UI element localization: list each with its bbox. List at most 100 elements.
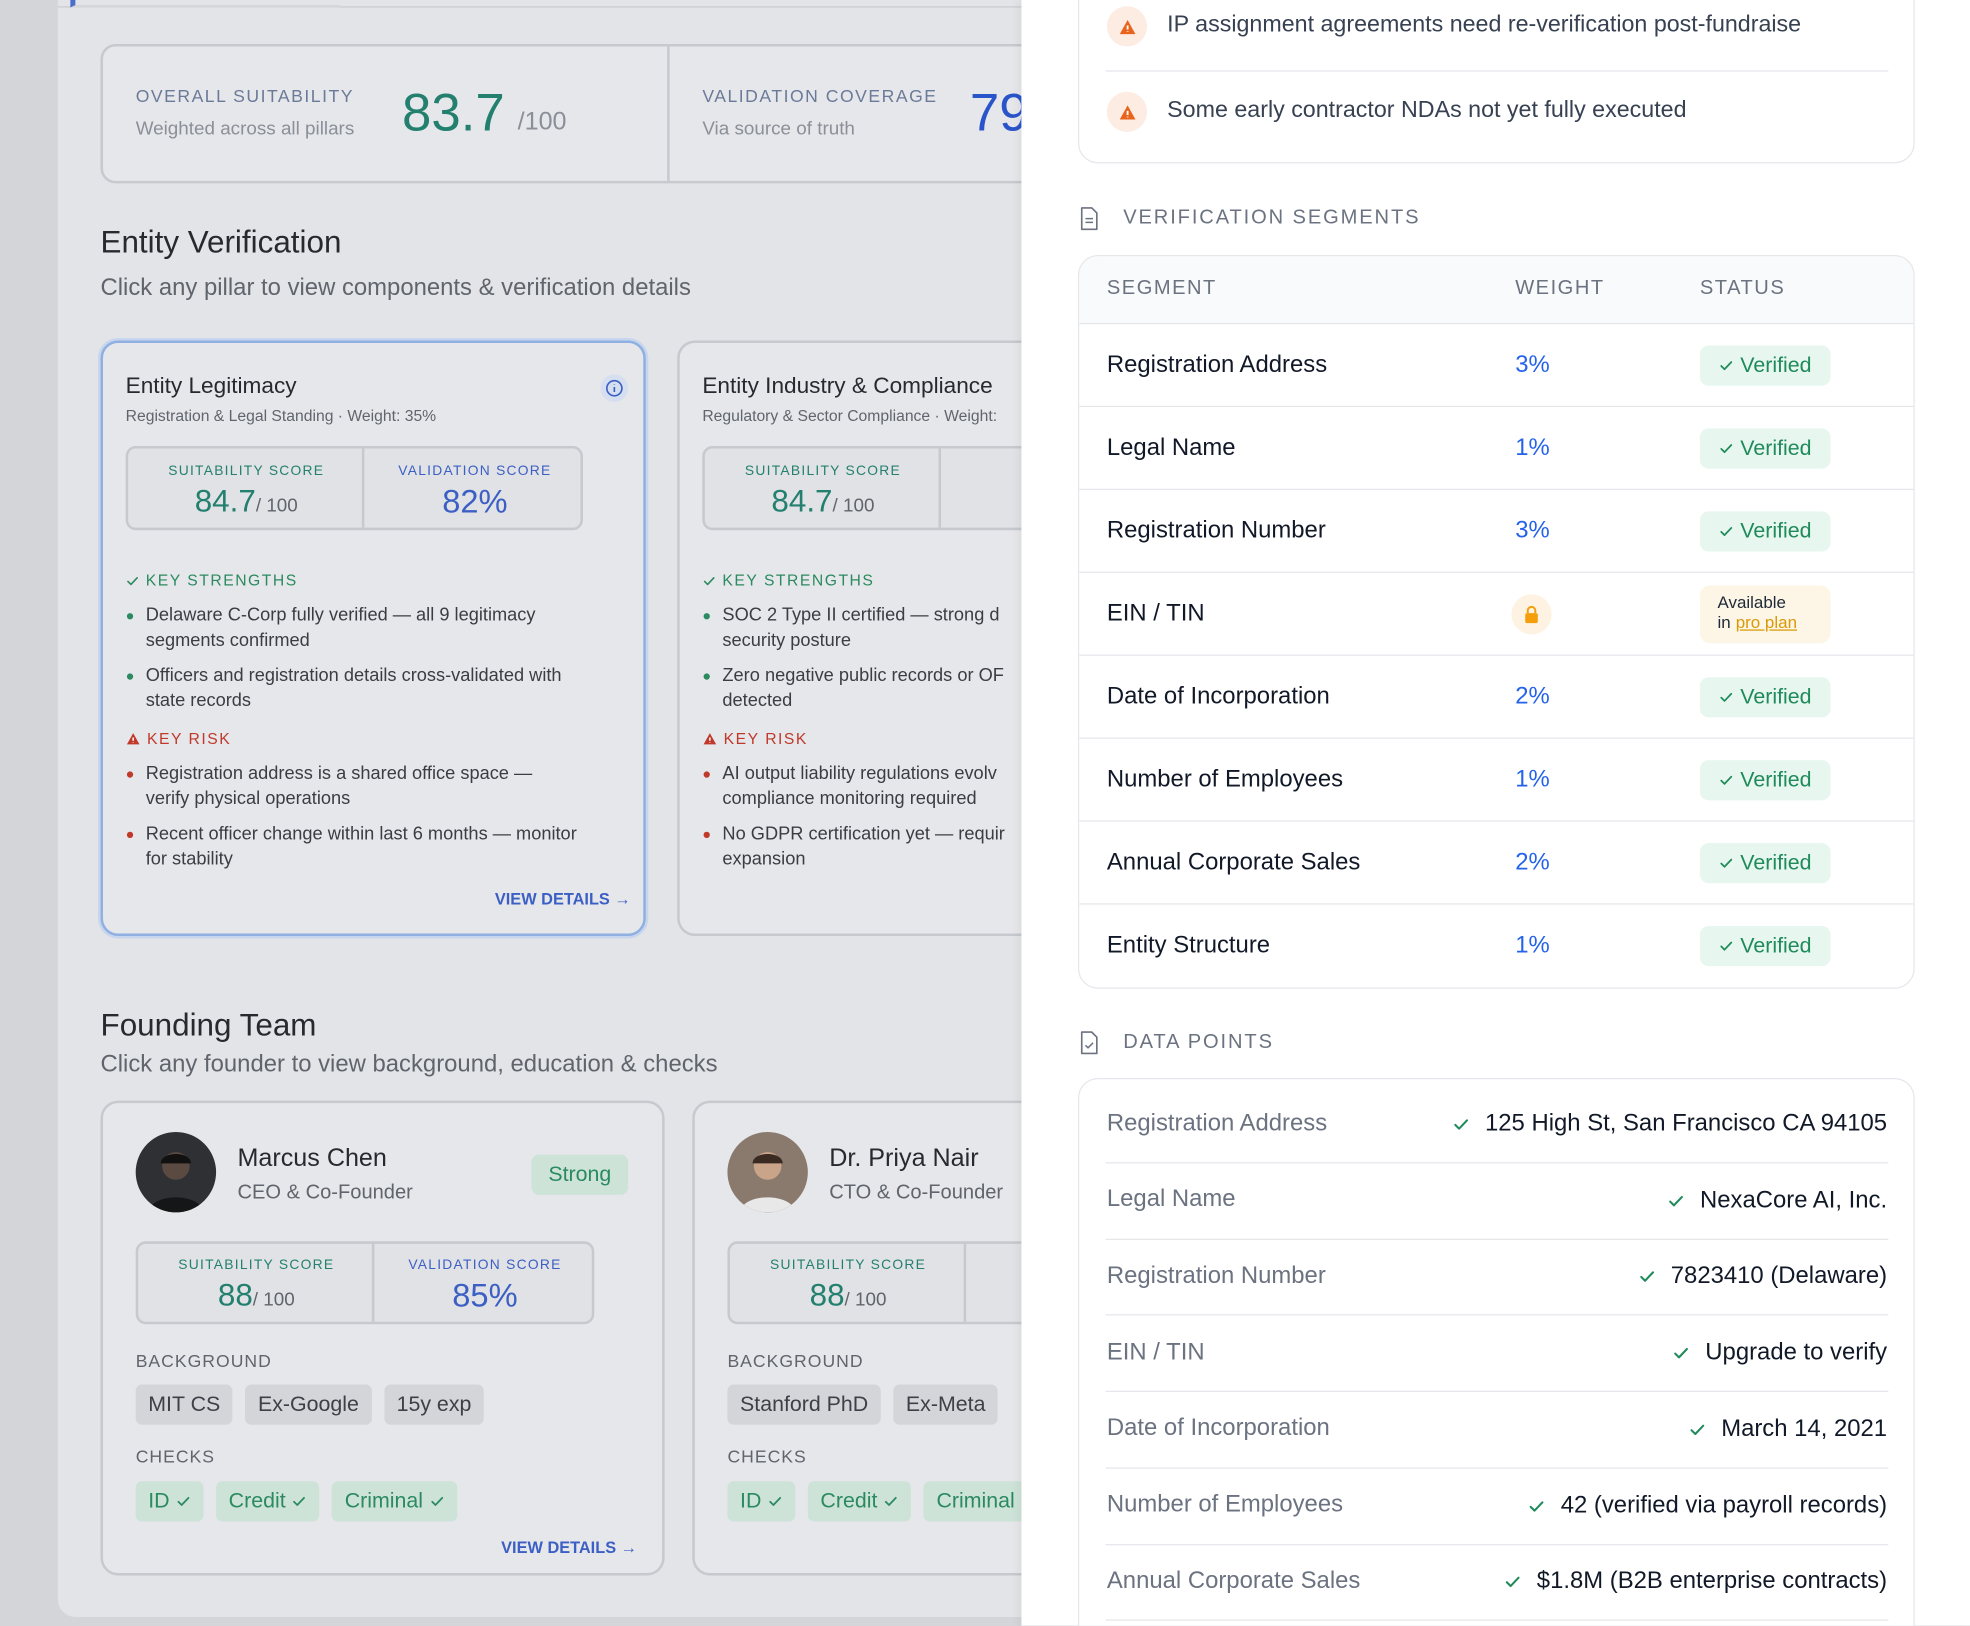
founder-role: CEO & Co-Founder [237,1181,413,1204]
warning-icon [1119,104,1135,119]
suitability-unit: / 100 [252,1288,295,1311]
check-chip: Criminal [332,1481,457,1522]
check-icon [1454,1119,1469,1130]
column-header: SEGMENT [1106,277,1217,299]
check-icon [1640,1271,1654,1283]
data-label: Annual Corporate Sales [1106,1567,1361,1595]
segment-weight: 1% [1515,434,1550,461]
pillar-card[interactable]: Entity Legitimacy Registration & Legal St… [100,340,646,937]
check-icon [1720,444,1733,454]
upgrade-link[interactable]: pro plan [1735,613,1798,632]
data-value: 42 (verified via payroll records) [1528,1489,1887,1522]
background-chip-text: Ex-Google [257,1392,359,1416]
bullet-text: AI output liability regulations evolv co… [722,763,997,810]
avatar-hair [752,1153,783,1164]
view-details-link[interactable]: VIEW DETAILS → [501,1537,637,1557]
row-separator [1079,488,1914,490]
status-badge: Verified [1699,760,1831,801]
upgrade-text: Available in [1717,593,1787,632]
background-chip-row: MIT CS Ex-Google 15y exp [135,1384,484,1425]
row-separator [1079,820,1914,822]
suitability-score: 84.7/ 100 [634,481,1011,527]
suitability-value: 88 [217,1277,253,1313]
strengths-heading: KEY STRENGTHS [702,569,874,592]
data-label: Date of Incorporation [1106,1415,1330,1442]
risk-heading: KEY RISK [126,727,232,750]
background-content: OVERALL SUITABILITY Weighted across all p… [100,43,1022,1576]
segment-weight: 3% [1515,517,1550,544]
suitability-label: SUITABILITY SCORE [770,1257,927,1273]
check-icon [769,1496,782,1506]
status-text: Verified [1740,850,1812,875]
background-label: BACKGROUND [727,1350,864,1371]
row-separator [1105,1390,1889,1393]
suitability-value: 88 [809,1277,845,1313]
validation-score: 85% [452,1276,518,1315]
section-title: Entity Verification [100,224,342,260]
check-path [703,576,715,585]
check-path [1720,527,1733,536]
status-text: Verified [1740,435,1812,460]
check-chip-text: Criminal [344,1488,424,1513]
check-chip: ID [727,1481,796,1522]
suitability-label: SUITABILITY SCORE [744,463,901,479]
check-icon [1720,361,1733,371]
segment-name: Entity Structure [1106,931,1271,959]
founder-avatar [727,1131,808,1213]
bullet-text: Recent officer change within last 6 mont… [145,824,577,870]
pillar-card[interactable]: Entity Industry & Compliance Regulatory &… [677,340,1022,937]
risk-icon [1106,6,1148,47]
pillar-subtitle: Registration & Legal Standing · Weight: … [125,406,437,425]
column-header: STATUS [1699,277,1786,299]
check-icon [127,576,138,585]
segment-name: Registration Address [1106,351,1328,378]
segment-weight: 1% [1515,765,1550,793]
data-value-text: Upgrade to verify [1705,1339,1888,1366]
lock-icon [1511,594,1552,635]
background-chip: MIT CS [135,1384,233,1425]
founder-name: Dr. Priya Nair [829,1144,979,1173]
founder-role: CTO & Co-Founder [829,1181,1004,1204]
background-chip-text: 15y exp [396,1392,472,1416]
row-separator [1079,654,1914,656]
data-value-text: NexaCore AI, Inc. [1699,1186,1888,1214]
doc-check [1084,1042,1094,1049]
founder-card[interactable]: Marcus Chen CEO & Co-Founder Strong SUITABI… [100,1100,665,1576]
check-path [885,1496,898,1506]
background-chip-text: Stanford PhD [740,1392,869,1416]
doc-icon [1080,207,1098,231]
view-details-link[interactable]: VIEW DETAILS → [494,888,631,908]
row-separator [1105,1543,1889,1545]
info-ring [606,379,623,397]
segment-weight: 2% [1515,848,1550,876]
avatar-body [148,1197,204,1213]
check-icon [1669,1195,1684,1206]
risk-heading: KEY RISK [702,727,808,750]
background-chip: Ex-Meta [893,1384,999,1425]
segment-name: Number of Employees [1106,765,1344,793]
check-icon [1529,1500,1544,1512]
summary-label: VALIDATION COVERAGE [702,85,938,106]
data-label: Number of Employees [1106,1491,1344,1518]
validation-label: VALIDATION SCORE [398,463,552,479]
check-path [1454,1119,1469,1130]
bullet-text: No GDPR certification yet — requir expan… [722,824,1005,870]
detail-drawer: IP assignment agreements need re-verific… [1021,0,1970,1626]
status-text: Verified [1740,933,1812,958]
segments-table: SEGMENT WEIGHT STATUS Registration Address 3… [1077,255,1915,989]
check-icon [885,1496,898,1506]
data-label: Legal Name [1106,1186,1236,1213]
suitability-unit: / 100 [844,1288,887,1311]
lock-glyph [1525,605,1538,624]
check-chip-text: Credit [228,1488,286,1513]
strengths-label: KEY STRENGTHS [145,571,298,590]
check-path [1690,1424,1705,1435]
founder-badge: Strong [531,1154,629,1195]
data-label: EIN / TIN [1106,1338,1205,1366]
data-value-text: 125 High St, San Francisco CA 94105 [1485,1110,1888,1138]
data-value: Upgrade to verify [1673,1337,1887,1370]
founder-card[interactable]: Dr. Priya Nair CTO & Co-Founder SUITABILIT… [692,1100,1022,1576]
